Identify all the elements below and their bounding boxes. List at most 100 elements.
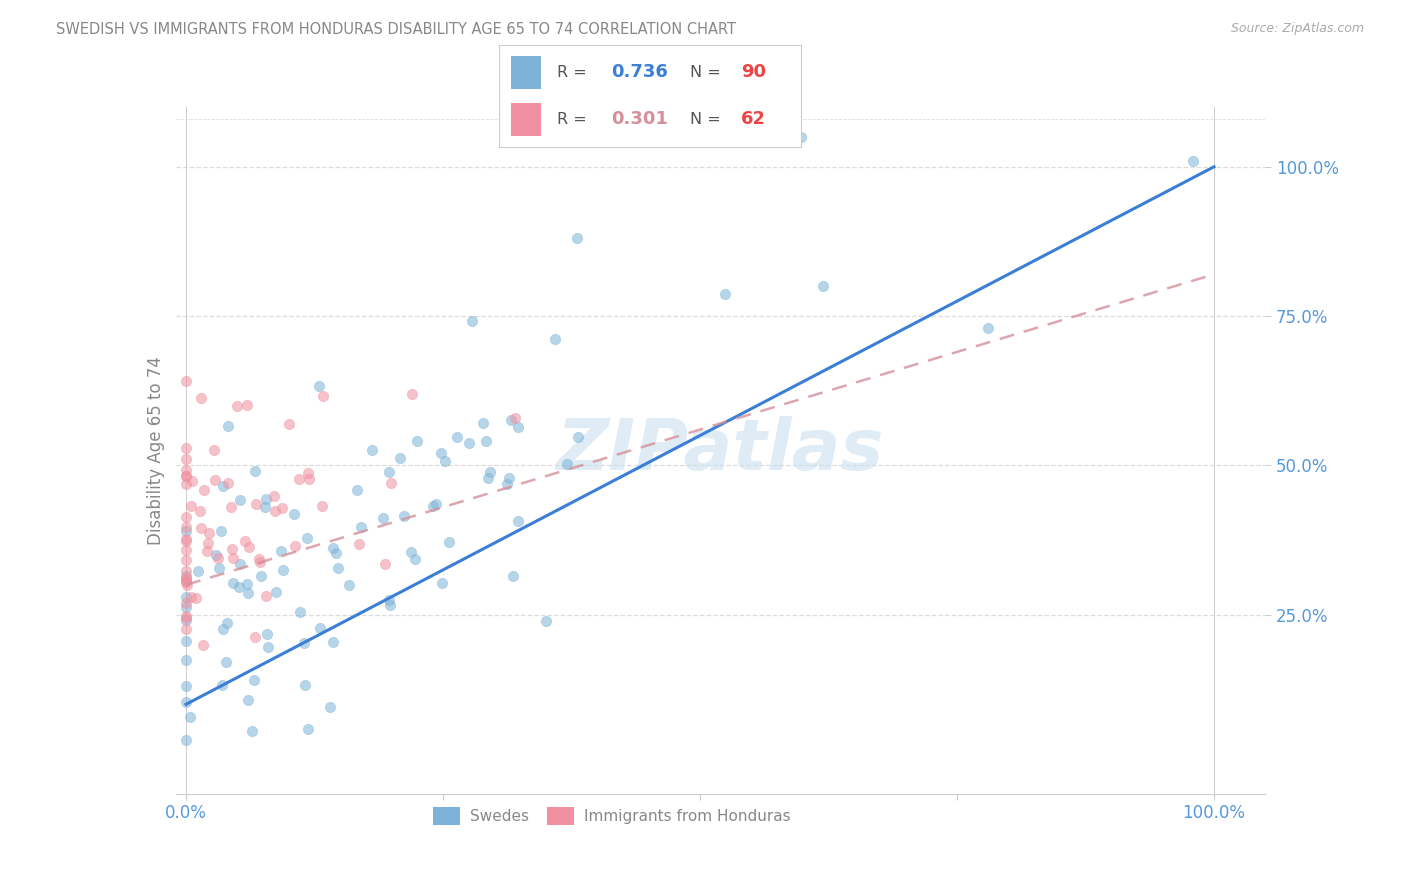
Text: 0.301: 0.301 xyxy=(612,111,668,128)
Point xyxy=(217,418,239,433)
Point xyxy=(180,500,202,514)
Point xyxy=(195,543,218,558)
Point xyxy=(264,584,287,599)
Point xyxy=(555,457,578,471)
Point xyxy=(1182,153,1205,168)
Point xyxy=(284,539,307,553)
Point xyxy=(399,545,422,559)
Text: R =: R = xyxy=(557,112,592,127)
Point xyxy=(813,279,835,293)
Point xyxy=(298,472,321,486)
Point xyxy=(254,491,277,506)
Point xyxy=(567,430,589,444)
Point xyxy=(229,558,252,572)
Point xyxy=(174,608,197,623)
Point xyxy=(174,468,197,483)
Point xyxy=(257,640,280,654)
Point xyxy=(253,500,276,514)
Point xyxy=(174,452,197,467)
Point xyxy=(249,555,271,569)
Point xyxy=(174,575,197,590)
Point xyxy=(288,606,311,620)
Point xyxy=(404,552,426,566)
Point xyxy=(228,581,250,595)
Point xyxy=(392,509,415,524)
Point xyxy=(221,541,243,556)
Point xyxy=(378,592,401,607)
Point xyxy=(544,332,567,346)
Point xyxy=(174,599,197,614)
Point xyxy=(174,477,197,491)
Point xyxy=(235,399,257,413)
Point xyxy=(205,548,228,562)
Point xyxy=(283,508,305,522)
Point xyxy=(236,577,259,591)
Point xyxy=(215,655,238,669)
Point xyxy=(271,563,294,577)
Legend: Swedes, Immigrants from Honduras: Swedes, Immigrants from Honduras xyxy=(427,801,796,830)
Point xyxy=(479,465,502,479)
Point xyxy=(233,534,256,549)
Point xyxy=(292,636,315,650)
Point xyxy=(430,576,453,591)
Point xyxy=(308,379,330,393)
Point xyxy=(270,501,292,516)
Point xyxy=(501,412,523,426)
Point xyxy=(193,638,215,652)
Point xyxy=(378,599,401,613)
Text: ZIPatlas: ZIPatlas xyxy=(557,416,884,485)
Point xyxy=(174,634,197,648)
Point xyxy=(179,710,201,724)
Text: N =: N = xyxy=(689,112,725,127)
Point xyxy=(204,473,226,487)
Point xyxy=(337,578,360,592)
Point xyxy=(534,614,557,628)
Text: R =: R = xyxy=(557,65,592,79)
Point xyxy=(236,585,259,599)
Point xyxy=(174,524,197,539)
Point xyxy=(319,699,342,714)
Point xyxy=(217,476,239,491)
Point xyxy=(226,399,249,413)
Point xyxy=(380,476,402,491)
Point xyxy=(502,568,524,582)
Point xyxy=(297,466,319,480)
Point xyxy=(471,416,494,430)
Point xyxy=(190,391,212,405)
Point xyxy=(311,499,333,513)
Point xyxy=(350,520,373,534)
Point xyxy=(217,615,239,630)
Point xyxy=(496,476,519,491)
Point xyxy=(176,578,198,592)
Bar xyxy=(512,56,541,88)
Point xyxy=(240,724,263,739)
Point xyxy=(209,524,232,538)
Point xyxy=(714,286,737,301)
Text: SWEDISH VS IMMIGRANTS FROM HONDURAS DISABILITY AGE 65 TO 74 CORRELATION CHART: SWEDISH VS IMMIGRANTS FROM HONDURAS DISA… xyxy=(56,22,737,37)
Point xyxy=(326,561,349,575)
Point xyxy=(325,545,347,559)
Point xyxy=(219,500,242,514)
Point xyxy=(236,693,259,707)
Point xyxy=(212,622,235,636)
Point xyxy=(374,557,396,571)
Point xyxy=(174,520,197,534)
Point xyxy=(277,417,299,431)
Point xyxy=(238,540,260,554)
Point xyxy=(388,451,411,466)
Point xyxy=(174,596,197,610)
Point xyxy=(506,514,529,528)
Point xyxy=(229,493,252,508)
Point xyxy=(197,525,219,540)
Point xyxy=(264,504,287,518)
Point xyxy=(174,695,197,709)
Point xyxy=(174,653,197,667)
Point xyxy=(222,576,245,591)
Point xyxy=(187,564,209,578)
Point xyxy=(477,471,499,485)
Point xyxy=(503,410,526,425)
Point xyxy=(193,483,215,498)
Point xyxy=(295,531,318,545)
Point xyxy=(322,635,344,649)
Point xyxy=(174,510,197,524)
